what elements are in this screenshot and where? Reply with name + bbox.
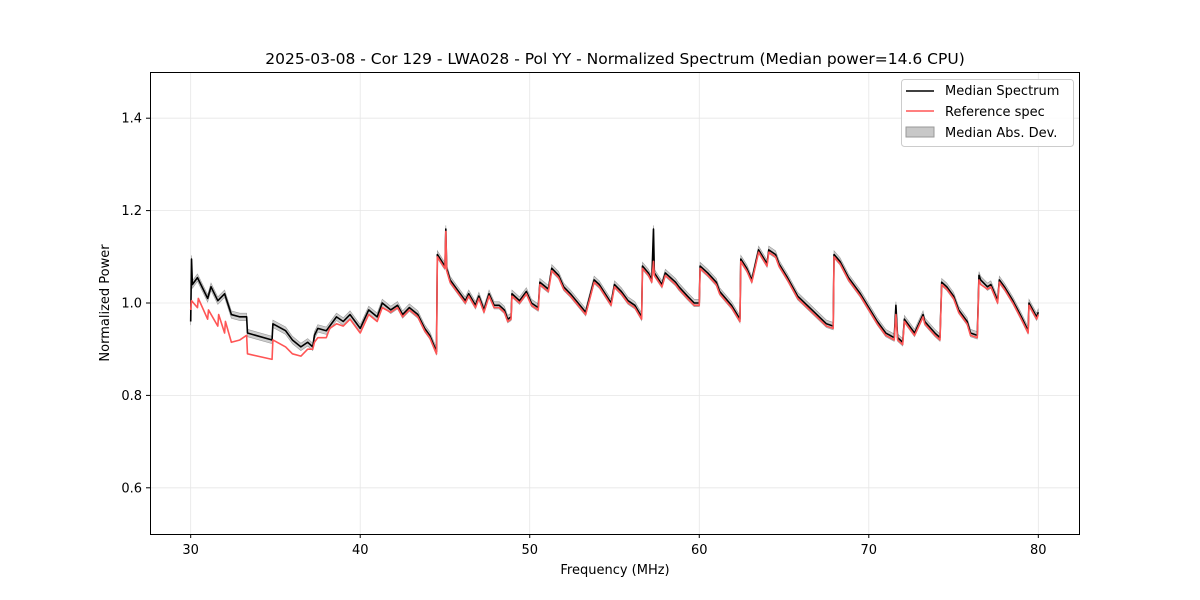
y-axis-ticks: 0.6 0.8 1.0 1.2 1.4 — [121, 112, 150, 496]
chart-title: 2025-03-08 - Cor 129 - LWA028 - Pol YY -… — [265, 50, 965, 68]
y-tick-label: 1.4 — [121, 112, 142, 127]
x-tick-label: 40 — [352, 543, 369, 558]
legend: Median Spectrum Reference spec Median Ab… — [901, 79, 1074, 147]
x-tick-label: 70 — [861, 543, 878, 558]
x-axis-ticks: 30 40 50 60 70 80 — [182, 534, 1047, 558]
legend-label-mad: Median Abs. Dev. — [945, 126, 1057, 141]
legend-swatch-mad — [905, 126, 935, 138]
x-axis-label: Frequency (MHz) — [560, 563, 669, 578]
grid-lines — [150, 72, 1079, 534]
y-tick-label: 0.6 — [121, 481, 142, 496]
y-tick-label: 1.2 — [121, 204, 142, 219]
x-tick-label: 80 — [1030, 543, 1047, 558]
reference-spec-line — [189, 230, 1040, 361]
x-tick-label: 50 — [521, 543, 538, 558]
legend-label-reference: Reference spec — [945, 105, 1045, 120]
series-lines — [189, 228, 1040, 361]
median-spectrum-line — [189, 228, 1040, 353]
y-axis-label: Normalized Power — [98, 244, 113, 362]
legend-box — [901, 79, 1074, 147]
plot-frame — [150, 72, 1080, 535]
x-tick-label: 30 — [182, 543, 199, 558]
y-tick-label: 1.0 — [121, 297, 142, 312]
legend-label-median: Median Spectrum — [945, 84, 1059, 99]
x-tick-label: 60 — [691, 543, 708, 558]
y-tick-label: 0.8 — [121, 389, 142, 404]
